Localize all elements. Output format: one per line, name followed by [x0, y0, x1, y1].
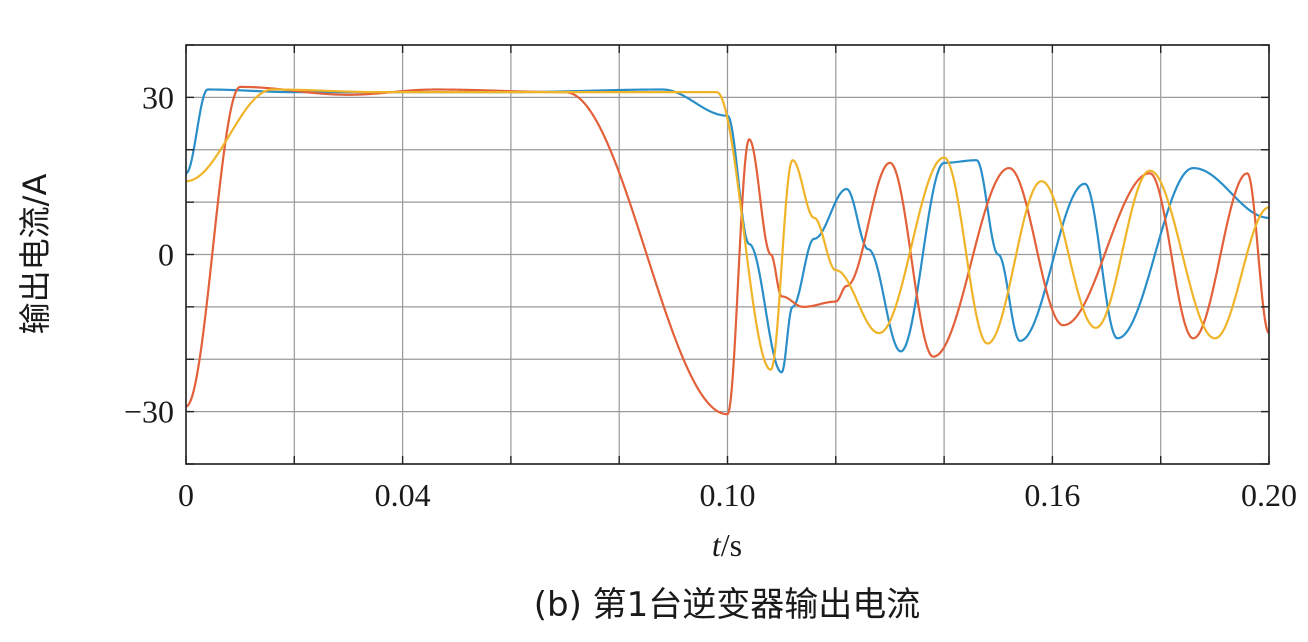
x-tick-label: 0 [178, 477, 194, 513]
figure-caption: (b) 第1台逆变器输出电流 [534, 585, 921, 625]
x-tick-label: 0.10 [700, 477, 756, 513]
grid [185, 44, 1270, 465]
x-tick-label: 0.04 [375, 477, 431, 513]
y-tick-label: 0 [158, 237, 174, 273]
x-tick-labels: 0 0.04 0.10 0.16 0.20 [178, 477, 1297, 513]
x-axis-label: t/s [712, 527, 742, 563]
series-group [185, 85, 1270, 416]
x-tick-label: 0.20 [1241, 477, 1297, 513]
y-tick-labels: 30 0 −30 [124, 79, 174, 429]
y-axis-label: 输出电流/A [16, 174, 54, 335]
y-tick-label: −30 [124, 394, 174, 430]
x-axis-label-var: t [712, 527, 722, 563]
series-line-3 [185, 88, 1270, 371]
tick-marks [185, 44, 1270, 465]
x-tick-label: 0.16 [1024, 477, 1080, 513]
x-axis-label-unit: /s [721, 527, 742, 563]
series-line-2 [185, 85, 1270, 416]
y-tick-label: 30 [142, 79, 174, 115]
